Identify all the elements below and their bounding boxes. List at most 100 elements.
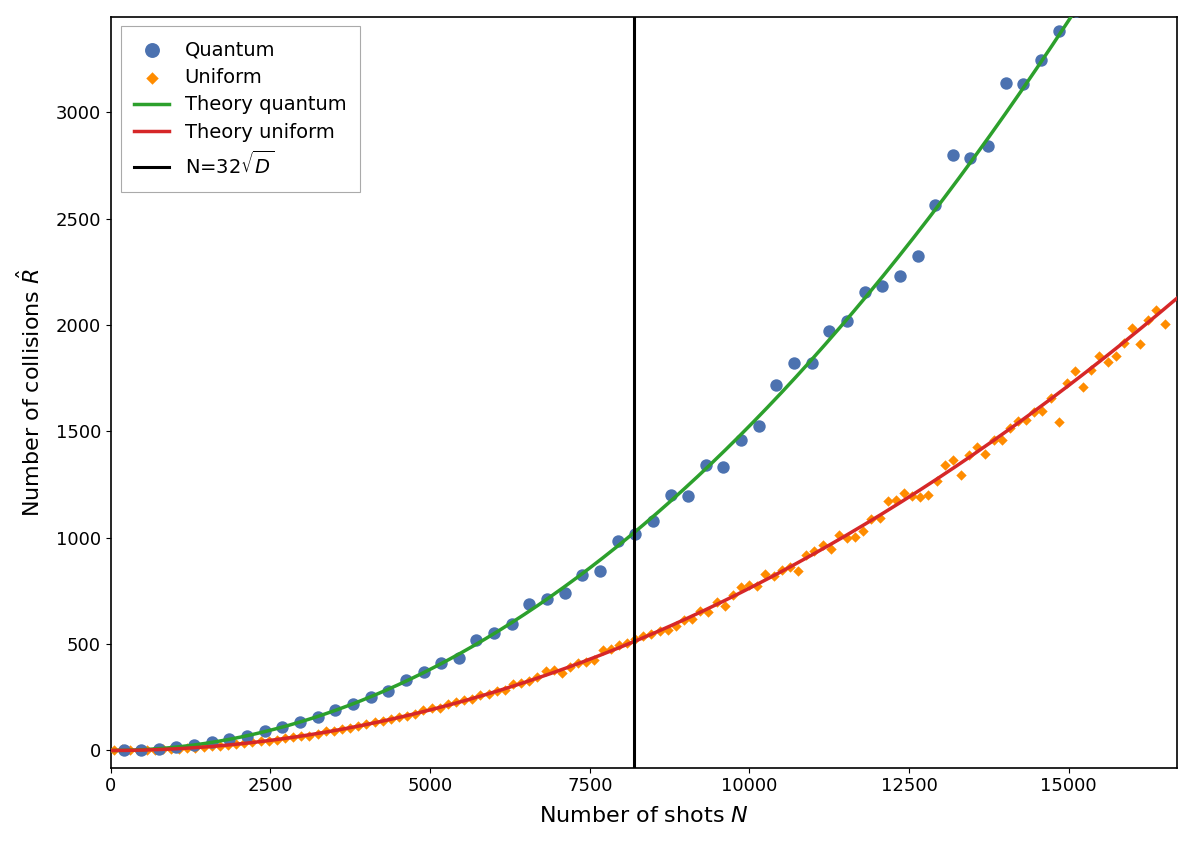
Uniform xyxy=(381,712,400,726)
Uniform xyxy=(235,737,254,750)
Uniform xyxy=(1131,337,1150,351)
Uniform xyxy=(911,490,930,503)
Uniform xyxy=(602,642,621,656)
Uniform xyxy=(675,613,694,626)
Uniform xyxy=(609,639,628,652)
Quantum xyxy=(220,733,239,746)
Quantum xyxy=(202,736,221,749)
Uniform xyxy=(137,744,156,757)
Uniform xyxy=(308,727,327,740)
Uniform xyxy=(1009,415,1028,428)
Uniform xyxy=(724,588,743,602)
Uniform xyxy=(421,701,441,715)
Quantum xyxy=(678,490,697,503)
Uniform xyxy=(438,697,457,711)
Uniform xyxy=(707,595,726,609)
Quantum xyxy=(256,724,275,738)
Quantum xyxy=(661,488,681,502)
Uniform xyxy=(878,494,897,507)
Theory quantum xyxy=(289,718,303,728)
Uniform xyxy=(1024,405,1044,419)
Quantum xyxy=(1032,53,1051,67)
Uniform xyxy=(374,715,393,728)
Uniform xyxy=(242,736,261,749)
Uniform xyxy=(227,738,246,751)
Quantum xyxy=(749,420,768,433)
Uniform xyxy=(504,678,523,691)
Theory quantum xyxy=(226,733,240,744)
Theory uniform xyxy=(289,732,303,742)
Uniform xyxy=(1122,321,1141,335)
Uniform xyxy=(927,474,946,487)
Line: Theory quantum: Theory quantum xyxy=(111,0,1177,750)
Uniform xyxy=(788,564,807,577)
Quantum xyxy=(238,729,257,743)
Quantum xyxy=(714,460,733,474)
Uniform xyxy=(1082,363,1101,377)
Quantum xyxy=(837,314,856,328)
Uniform xyxy=(389,710,408,723)
Uniform xyxy=(219,738,238,752)
Quantum xyxy=(608,534,627,547)
Uniform xyxy=(511,676,530,690)
Uniform xyxy=(894,486,913,500)
Uniform xyxy=(796,549,816,562)
N=32$\sqrt{D}$ xyxy=(627,745,641,755)
Uniform xyxy=(691,604,710,618)
Quantum xyxy=(802,356,821,369)
Quantum xyxy=(1066,4,1085,18)
Uniform xyxy=(146,743,165,756)
Uniform xyxy=(560,660,579,674)
Quantum xyxy=(131,743,150,756)
Quantum xyxy=(344,697,363,711)
Uniform xyxy=(732,581,751,594)
Quantum xyxy=(396,674,416,687)
Theory uniform xyxy=(104,745,118,755)
Uniform xyxy=(837,532,856,545)
Uniform xyxy=(112,742,131,755)
Uniform xyxy=(634,630,653,643)
Quantum xyxy=(891,270,910,283)
Uniform xyxy=(1090,349,1109,362)
Uniform xyxy=(365,716,384,729)
Theory quantum xyxy=(104,745,118,755)
Line: Theory uniform: Theory uniform xyxy=(111,298,1177,750)
Quantum xyxy=(943,148,962,161)
Uniform xyxy=(1033,405,1052,418)
Quantum xyxy=(555,586,574,599)
Uniform xyxy=(886,494,905,507)
Uniform xyxy=(626,632,645,646)
Y-axis label: Number of collisions $\hat{R}$: Number of collisions $\hat{R}$ xyxy=(17,267,44,517)
Quantum xyxy=(907,250,927,263)
Uniform xyxy=(975,447,995,460)
Uniform xyxy=(870,511,890,524)
Quantum xyxy=(503,617,522,631)
Quantum xyxy=(272,720,291,733)
Uniform xyxy=(658,623,677,636)
X-axis label: Number of shots $N$: Number of shots $N$ xyxy=(540,807,749,826)
Quantum xyxy=(326,703,345,717)
Uniform xyxy=(585,652,604,666)
Quantum xyxy=(961,152,980,165)
Quantum xyxy=(449,651,468,664)
Uniform xyxy=(683,612,702,626)
Uniform xyxy=(300,729,319,743)
Quantum xyxy=(784,356,804,369)
Quantum xyxy=(1014,77,1033,90)
Uniform xyxy=(919,488,938,502)
Uniform xyxy=(536,663,555,677)
Uniform xyxy=(747,580,767,593)
Uniform xyxy=(470,689,490,702)
Uniform xyxy=(666,619,685,632)
Quantum xyxy=(1050,24,1069,38)
Uniform xyxy=(202,739,221,753)
Uniform xyxy=(291,729,310,743)
Quantum xyxy=(573,569,592,583)
Uniform xyxy=(430,701,449,714)
Uniform xyxy=(1155,317,1174,330)
Theory quantum xyxy=(559,581,573,591)
Uniform xyxy=(161,743,180,756)
Uniform xyxy=(805,545,824,558)
Quantum xyxy=(537,593,556,606)
Quantum xyxy=(467,633,486,647)
